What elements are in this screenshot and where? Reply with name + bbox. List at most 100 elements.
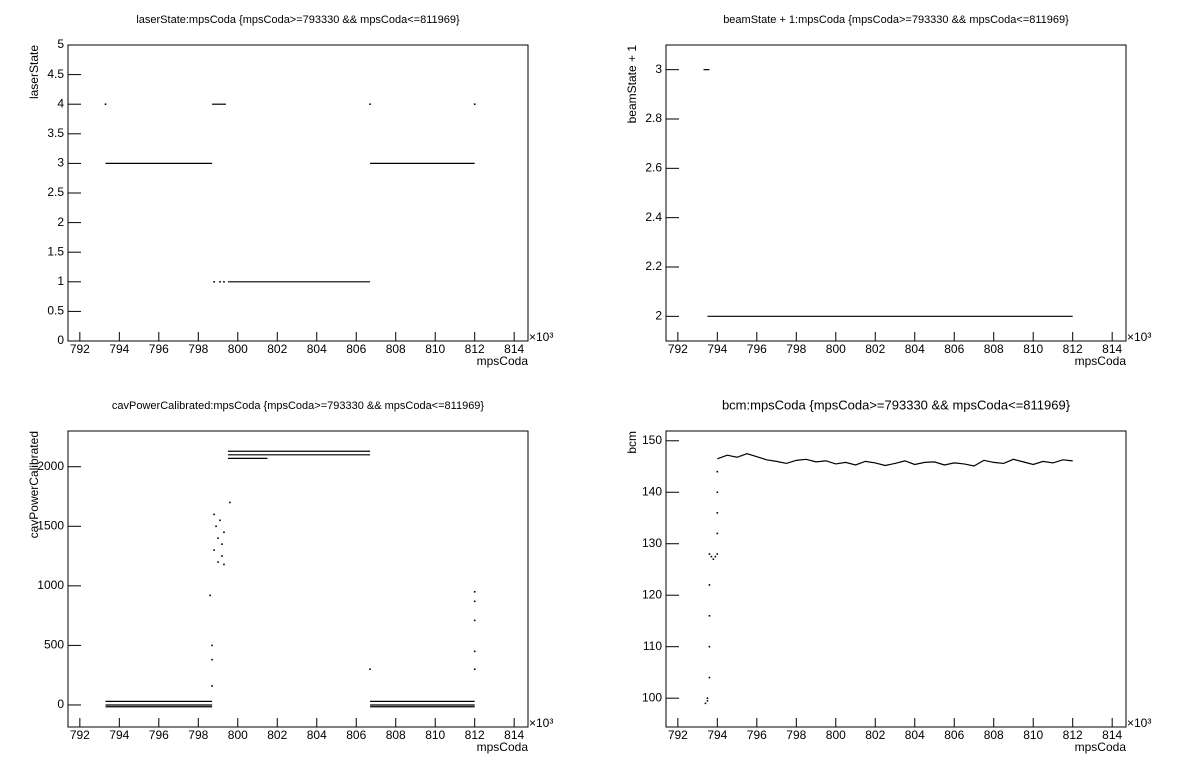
y-tick-label: 2.2 xyxy=(645,259,662,273)
plot-frame xyxy=(67,430,529,728)
data-trace xyxy=(717,453,1073,467)
data-point xyxy=(223,531,225,534)
x-tick-label: 794 xyxy=(707,342,727,356)
chart-title: beamState + 1:mpsCoda {mpsCoda>=793330 &… xyxy=(723,14,1069,26)
data-point xyxy=(716,532,719,535)
x-tick-label: 792 xyxy=(668,342,688,356)
x-tick-label: 800 xyxy=(228,728,248,742)
data-point xyxy=(209,594,211,597)
data-point xyxy=(716,470,719,473)
y-tick-label: 150 xyxy=(642,433,662,447)
chart-title: cavPowerCalibrated:mpsCoda {mpsCoda>=793… xyxy=(112,400,485,412)
data-point xyxy=(369,103,371,105)
data-point xyxy=(221,543,223,545)
y-axis-label: cavPowerCalibrated xyxy=(27,431,41,538)
x-tick-label: 792 xyxy=(70,728,90,742)
y-tick-label: 110 xyxy=(643,639,662,653)
y-tick-label: 0 xyxy=(57,333,64,347)
data-point xyxy=(217,537,219,540)
x-tick-label: 812 xyxy=(1063,728,1083,742)
x-tick-label: 798 xyxy=(786,728,806,742)
y-axis-label: bcm xyxy=(625,431,639,454)
data-point xyxy=(708,615,711,617)
y-tick-label: 2000 xyxy=(37,459,64,473)
y-tick-label: 0 xyxy=(57,697,64,711)
x-axis-label: mpsCoda xyxy=(477,354,529,368)
plot-frame xyxy=(665,44,1127,342)
y-tick-label: 3 xyxy=(57,156,64,170)
x-tick-label: 794 xyxy=(109,342,129,356)
data-point xyxy=(714,555,717,558)
x-axis-label: mpsCoda xyxy=(1075,740,1127,754)
x-multiplier: ×10³ xyxy=(529,716,553,730)
data-point xyxy=(219,519,221,522)
x-tick-label: 808 xyxy=(386,728,406,742)
plot-frame xyxy=(67,44,529,342)
x-tick-label: 794 xyxy=(109,728,129,742)
data-point xyxy=(704,702,707,705)
chart-title: laserState:mpsCoda {mpsCoda>=793330 && m… xyxy=(136,14,460,26)
x-tick-label: 808 xyxy=(984,728,1004,742)
x-tick-label: 800 xyxy=(826,728,846,742)
y-tick-label: 2.4 xyxy=(645,210,662,224)
data-point xyxy=(219,281,221,283)
x-tick-label: 808 xyxy=(386,342,406,356)
x-tick-label: 810 xyxy=(425,728,445,742)
x-tick-label: 802 xyxy=(267,728,287,742)
y-tick-label: 100 xyxy=(642,690,662,704)
y-tick-label: 140 xyxy=(642,484,662,498)
data-point xyxy=(473,600,476,603)
y-axis-label: beamState + 1 xyxy=(625,45,639,124)
data-point xyxy=(211,644,213,647)
x-tick-label: 806 xyxy=(346,342,366,356)
data-point xyxy=(104,103,107,105)
data-point xyxy=(211,685,213,687)
y-tick-label: 2 xyxy=(655,309,662,323)
x-tick-label: 814 xyxy=(1102,728,1122,742)
x-tick-label: 810 xyxy=(1023,728,1043,742)
x-multiplier: ×10³ xyxy=(1127,330,1151,344)
x-tick-label: 796 xyxy=(747,728,767,742)
data-point xyxy=(473,619,476,622)
data-point xyxy=(369,668,371,671)
x-tick-label: 798 xyxy=(786,342,806,356)
x-tick-label: 800 xyxy=(228,342,248,356)
x-tick-label: 814 xyxy=(1102,342,1122,356)
data-point xyxy=(217,561,219,563)
data-point xyxy=(706,697,709,699)
data-point xyxy=(213,513,215,516)
y-tick-label: 120 xyxy=(642,587,662,601)
y-tick-label: 2.6 xyxy=(645,161,662,175)
x-tick-label: 808 xyxy=(984,342,1004,356)
data-point xyxy=(706,699,709,702)
data-point xyxy=(229,501,231,504)
y-axis-label: laserState xyxy=(27,45,41,99)
x-tick-label: 812 xyxy=(465,728,485,742)
y-tick-label: 1000 xyxy=(37,578,64,592)
data-point xyxy=(716,553,719,555)
y-tick-label: 500 xyxy=(44,638,64,652)
data-point xyxy=(221,555,223,557)
x-axis-label: mpsCoda xyxy=(477,740,529,754)
y-tick-label: 2 xyxy=(57,215,64,229)
x-tick-label: 806 xyxy=(346,728,366,742)
data-point xyxy=(708,584,711,586)
data-point xyxy=(712,558,715,560)
y-tick-label: 2.5 xyxy=(47,185,64,199)
y-tick-label: 1 xyxy=(57,274,64,288)
data-point xyxy=(473,668,476,671)
data-point xyxy=(708,553,711,555)
y-tick-label: 0.5 xyxy=(47,304,64,318)
data-point xyxy=(473,103,476,105)
x-tick-label: 792 xyxy=(668,728,688,742)
x-tick-label: 812 xyxy=(465,342,485,356)
x-tick-label: 804 xyxy=(307,342,327,356)
x-axis-label: mpsCoda xyxy=(1075,354,1127,368)
data-point xyxy=(213,281,215,283)
data-point xyxy=(708,645,711,648)
x-multiplier: ×10³ xyxy=(529,330,553,344)
y-tick-label: 3.5 xyxy=(47,126,64,140)
x-tick-label: 806 xyxy=(944,728,964,742)
y-tick-label: 130 xyxy=(642,536,662,550)
